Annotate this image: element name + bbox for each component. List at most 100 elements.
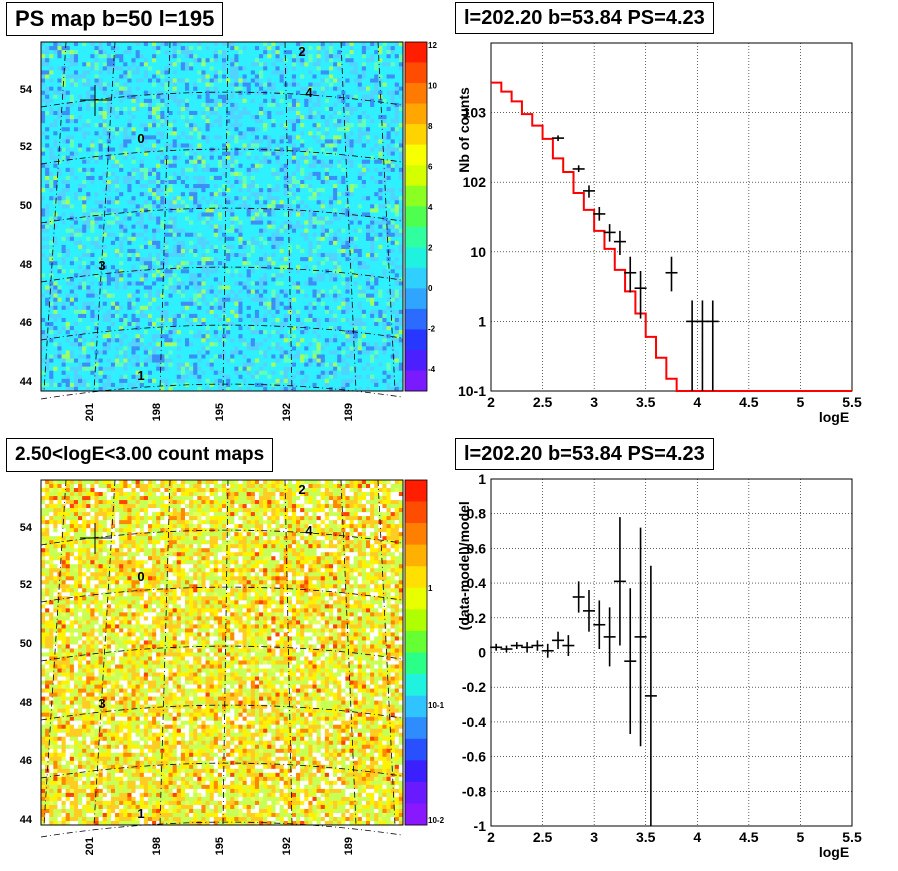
heatmap-cell (164, 212, 169, 217)
heatmap-cell (156, 224, 161, 229)
heatmap-cell (197, 86, 202, 91)
heatmap-cell (160, 317, 165, 323)
heatmap-cell (49, 171, 54, 177)
heatmap-cell (234, 289, 239, 294)
heatmap-cell (234, 281, 239, 286)
heatmap-cell (180, 139, 186, 144)
heatmap-cell (213, 285, 219, 290)
heatmap-cell (164, 382, 169, 388)
heatmap-cell (131, 94, 136, 100)
heatmap-cell (41, 106, 46, 112)
heatmap-cell (53, 378, 58, 384)
heatmap-cell (78, 269, 83, 274)
heatmap-cell (222, 102, 227, 108)
heatmap-cell (94, 86, 99, 91)
heatmap-cell (115, 232, 120, 238)
heatmap-cell (156, 285, 161, 290)
heatmap-cell (127, 366, 132, 372)
heatmap-cell (242, 62, 247, 67)
heatmap-cell (90, 330, 95, 335)
heatmap-cell (267, 151, 272, 156)
heatmap-cell (226, 115, 231, 120)
heatmap-cell (110, 192, 116, 197)
heatmap-cell (127, 220, 132, 225)
heatmap-cell (123, 301, 128, 307)
heatmap-cell (184, 342, 190, 347)
heatmap-cell (230, 265, 235, 270)
heatmap-cell (82, 175, 87, 181)
heatmap-cell (135, 301, 141, 307)
heatmap-cell (271, 42, 276, 47)
heatmap-cell (222, 208, 227, 213)
heatmap-cell (152, 322, 157, 327)
heatmap-cell (184, 82, 190, 87)
heatmap-cell (205, 135, 210, 140)
heatmap-cell (267, 139, 272, 144)
heatmap-cell (78, 78, 83, 83)
heatmap-cell (147, 74, 153, 79)
heatmap-cell (57, 220, 62, 225)
heatmap-cell (115, 167, 120, 173)
heatmap-cell (205, 378, 210, 384)
heatmap-cell (213, 248, 219, 254)
heatmap-cell (209, 253, 215, 258)
heatmap-cell (143, 46, 149, 51)
heatmap-cell (242, 171, 247, 177)
heatmap-cell (86, 338, 91, 343)
heatmap-cell (61, 370, 66, 376)
heatmap-cell (197, 50, 202, 55)
heatmap-cell (254, 171, 260, 177)
heatmap-cell (254, 131, 260, 136)
heatmap-cell (242, 386, 247, 392)
heatmap-cell (275, 135, 280, 140)
heatmap-cell (156, 179, 161, 185)
heatmap-cell (156, 106, 161, 112)
heatmap-cell (90, 309, 95, 315)
heatmap-cell (147, 42, 153, 47)
heatmap-cell (119, 204, 124, 209)
heatmap-cell (238, 131, 243, 136)
heatmap-cell (106, 46, 112, 51)
heatmap-cell (127, 115, 132, 120)
heatmap-cell (73, 261, 79, 266)
heatmap-cell (90, 350, 95, 355)
heatmap-cell (222, 346, 227, 351)
heatmap-cell (147, 171, 153, 177)
heatmap-cell (69, 350, 75, 355)
heatmap-cell (41, 102, 46, 108)
heatmap-cell (73, 228, 79, 234)
heatmap-cell (61, 66, 66, 71)
heatmap-cell (147, 374, 153, 380)
heatmap-cell (267, 236, 272, 242)
heatmap-cell (143, 188, 149, 193)
heatmap-cell (263, 66, 268, 71)
heatmap-cell (263, 46, 268, 51)
heatmap-cell (135, 66, 141, 71)
heatmap-cell (172, 220, 178, 225)
heatmap-cell (147, 358, 153, 363)
heatmap-cell (271, 123, 276, 128)
heatmap-cell (135, 289, 141, 294)
heatmap-cell (106, 285, 112, 290)
heatmap-cell (57, 188, 62, 193)
heatmap-cell (197, 358, 202, 363)
heatmap-cell (82, 289, 87, 294)
heatmap-cell (156, 322, 161, 327)
heatmap-cell (147, 50, 153, 55)
heatmap-cell (135, 155, 141, 160)
heatmap-cell (90, 98, 95, 104)
heatmap-cell (213, 261, 219, 266)
heatmap-cell (176, 46, 182, 51)
heatmap-cell (131, 301, 136, 307)
heatmap-cell (267, 179, 272, 185)
heatmap-cell (205, 326, 210, 331)
heatmap-cell (271, 86, 276, 91)
heatmap-cell (131, 358, 136, 363)
heatmap-cell (263, 204, 268, 209)
heatmap-cell (201, 102, 206, 108)
heatmap-cell (69, 232, 75, 238)
heatmap-cell (246, 216, 252, 221)
heatmap-cell (193, 110, 198, 116)
heatmap-cell (135, 46, 141, 51)
heatmap-cell (267, 123, 272, 128)
